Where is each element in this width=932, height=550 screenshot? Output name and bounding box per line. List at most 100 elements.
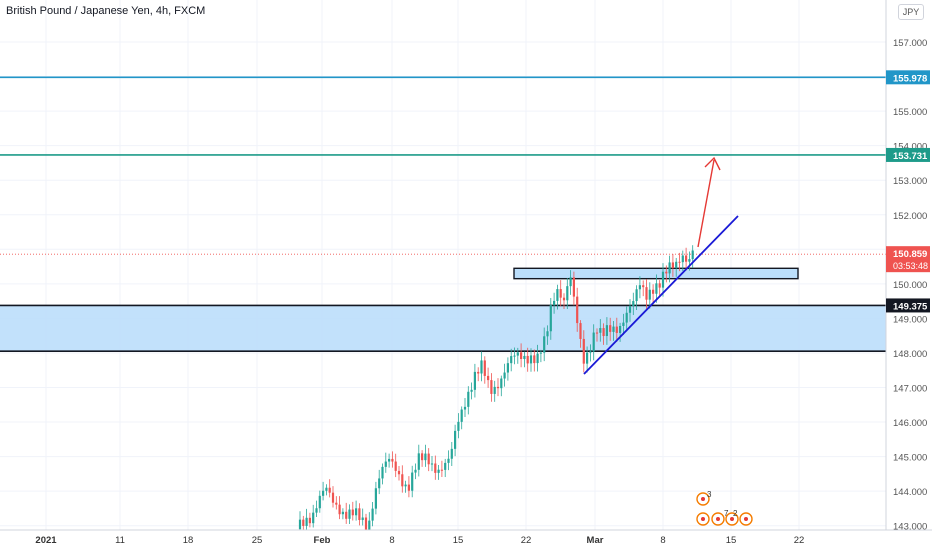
candle-body xyxy=(308,517,311,524)
level-label: 153.731 xyxy=(893,151,928,162)
candle-body xyxy=(625,312,628,323)
candle-body xyxy=(645,287,648,300)
candle-body xyxy=(384,461,387,467)
candle-body xyxy=(341,511,344,515)
candle-body xyxy=(351,509,354,516)
time-tick-label: 11 xyxy=(115,535,125,546)
candle-body xyxy=(671,262,674,268)
candle-body xyxy=(371,508,374,521)
candle-body xyxy=(493,386,496,394)
time-tick-label: Feb xyxy=(314,535,331,546)
chart-grid xyxy=(0,0,886,530)
time-tick-label: 15 xyxy=(453,535,464,546)
candle-body xyxy=(520,352,523,359)
candle-body xyxy=(668,262,671,274)
candle-body xyxy=(298,519,302,530)
candle-body xyxy=(586,352,589,364)
level-label: 155.978 xyxy=(893,73,927,84)
time-tick-label: 25 xyxy=(252,535,263,546)
candle-body xyxy=(513,355,516,357)
candle-body xyxy=(589,351,592,353)
chart-title: British Pound / Japanese Yen, 4h, FXCM xyxy=(6,5,206,17)
candle-body xyxy=(566,286,569,301)
candle-body xyxy=(579,323,582,339)
candle-body xyxy=(401,474,404,487)
candle-body xyxy=(500,378,503,389)
candle-body xyxy=(355,508,358,516)
price-tick-label: 157.000 xyxy=(893,38,927,49)
candle-body xyxy=(543,336,546,353)
candle-body xyxy=(569,277,572,287)
candle-body xyxy=(490,380,493,394)
candle-body xyxy=(345,511,348,519)
candle-body xyxy=(417,453,420,470)
candle-body xyxy=(652,289,655,294)
level-label-bg xyxy=(886,70,930,85)
price-tick-label: 147.000 xyxy=(893,384,927,395)
candle-body xyxy=(632,301,635,307)
candle-body xyxy=(325,487,328,491)
zones-layer xyxy=(0,76,886,353)
trendline xyxy=(583,215,739,375)
candle-body xyxy=(562,297,566,301)
candle-body xyxy=(510,356,513,364)
candle-body xyxy=(619,325,622,333)
currency-button[interactable]: JPY xyxy=(898,4,924,20)
candle-body xyxy=(523,355,526,359)
candle-body xyxy=(430,463,434,465)
candle-body xyxy=(602,328,605,337)
candle-body xyxy=(615,326,618,333)
candle-body xyxy=(595,332,599,334)
time-tick-label: 2021 xyxy=(35,535,57,546)
candle-body xyxy=(549,305,552,332)
price-tick-label: 153.000 xyxy=(893,176,927,187)
candle-body xyxy=(454,430,457,449)
candle-body xyxy=(450,448,453,459)
candle-body xyxy=(460,409,463,422)
event-badges-layer: 3 7 2 xyxy=(696,490,753,526)
candle-body xyxy=(434,463,437,473)
candle-body xyxy=(546,331,549,337)
candle-body xyxy=(559,289,562,298)
time-tick-label: 15 xyxy=(726,535,737,546)
price-tick-label: 152.000 xyxy=(893,211,927,222)
candle-body xyxy=(691,250,694,260)
candle-body xyxy=(516,352,519,356)
price-tick-label: 146.000 xyxy=(893,418,927,429)
event-badge-dot-icon xyxy=(730,517,734,521)
candle-body xyxy=(622,322,625,326)
candle-body xyxy=(658,283,661,288)
candle-body xyxy=(378,478,381,489)
candle-body xyxy=(592,332,595,352)
candle-body xyxy=(635,289,638,302)
candle-body xyxy=(628,306,632,313)
candle-body xyxy=(312,512,315,524)
candle-body xyxy=(444,462,447,470)
candle-body xyxy=(605,325,608,337)
candle-body xyxy=(688,259,691,262)
candle-body xyxy=(331,492,335,503)
event-badge-dot-icon xyxy=(701,517,705,521)
candle-body xyxy=(302,519,305,526)
time-tick-label: 8 xyxy=(389,535,394,546)
time-tick-label: 22 xyxy=(521,535,532,546)
candle-body xyxy=(503,372,506,379)
candle-body xyxy=(394,461,397,471)
candle-body xyxy=(665,271,668,274)
time-tick-label: Mar xyxy=(587,535,604,546)
price-tick-label: 155.000 xyxy=(893,107,927,118)
candle-body xyxy=(381,466,384,479)
candle-body xyxy=(421,453,424,461)
candle-body xyxy=(655,283,658,294)
candle-body xyxy=(364,517,368,531)
candle-body xyxy=(315,508,318,513)
candle-body xyxy=(414,469,417,473)
event-badge-count: 3 xyxy=(707,490,712,499)
candle-body xyxy=(404,484,407,487)
zone-top-label-bg xyxy=(886,298,930,313)
candle-body xyxy=(305,517,308,526)
candle-body xyxy=(536,353,539,364)
candle-body xyxy=(496,386,500,389)
